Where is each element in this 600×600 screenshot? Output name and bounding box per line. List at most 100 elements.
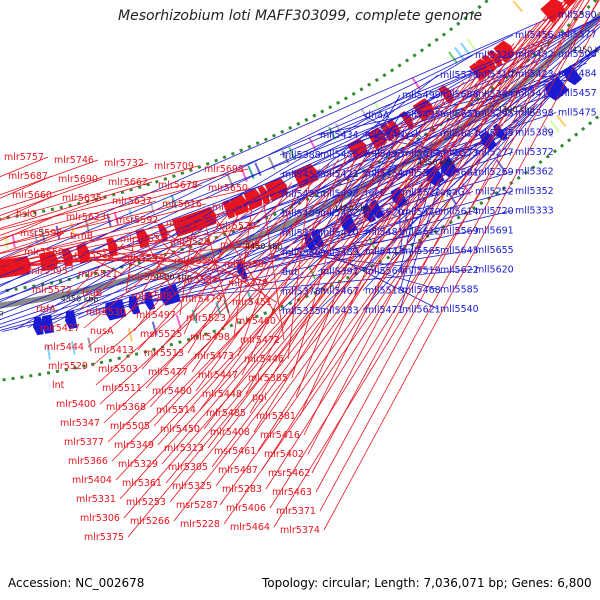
plus-strand-leader bbox=[103, 87, 456, 424]
minus-strand-gene-label: mll5484 bbox=[558, 69, 597, 80]
minus-strand-gene-label: mll5335 bbox=[282, 306, 321, 317]
plus-strand-leader bbox=[129, 225, 185, 313]
plus-strand-leader bbox=[241, 154, 349, 376]
minus-strand-leader bbox=[362, 87, 558, 311]
minus-strand-gene-label: mll5520 bbox=[365, 208, 404, 219]
plus-strand-gene-label: mlr5515 bbox=[74, 250, 114, 261]
plus-strand-leader bbox=[0, 238, 165, 270]
plus-strand-gene-label: mlr5416 bbox=[260, 430, 300, 441]
plus-strand-gene-label: mlr5698 bbox=[204, 164, 244, 175]
plus-strand-gene-label: mlr5325 bbox=[172, 481, 212, 492]
minus-strand-leader bbox=[362, 95, 548, 291]
plus-strand-leader bbox=[307, 29, 531, 455]
plus-strand-gene-label: msr5287 bbox=[176, 500, 218, 511]
minus-strand-gene-label: mll5388 bbox=[282, 150, 321, 161]
plus-strand-gene-label: mlr5595 bbox=[28, 266, 68, 277]
topology-info-text: Topology: circular; Length: 7,036,071 bp… bbox=[262, 576, 592, 590]
minus-strand-gene-label: mll5414 bbox=[515, 89, 554, 100]
plus-strand-gene-label: mlr5463 bbox=[272, 487, 312, 498]
function-bar bbox=[175, 314, 182, 329]
minus-strand-gene-label: mll5467 bbox=[320, 286, 359, 297]
plus-strand-leader bbox=[79, 228, 175, 310]
minus-strand-gene-label: mll5277 bbox=[475, 148, 514, 159]
plus-strand-gene-label: mlr5306 bbox=[80, 513, 120, 524]
scale-label: 4450 kbp bbox=[245, 242, 283, 251]
minus-strand-gene-label: dnaA bbox=[365, 110, 390, 121]
plus-strand-gene-label: mlr5503 bbox=[98, 364, 138, 375]
plus-strand-leader bbox=[0, 219, 161, 261]
minus-strand-gene-label: mll5422 bbox=[320, 169, 359, 180]
minus-strand-leader bbox=[127, 230, 474, 308]
plus-strand-leader bbox=[0, 187, 253, 247]
minus-strand-gene-label: mll5370 bbox=[282, 228, 321, 239]
plus-strand-leader bbox=[143, 237, 177, 297]
function-bar bbox=[149, 201, 156, 216]
plus-strand-gene-label: mlr5413 bbox=[94, 345, 134, 356]
plus-strand-leader bbox=[102, 248, 223, 281]
plus-strand-gene bbox=[250, 188, 263, 208]
plus-strand-gene-label: lnt bbox=[52, 380, 65, 391]
plus-strand-gene-label: mlr5427 bbox=[40, 323, 80, 334]
minus-strand-leader bbox=[399, 190, 412, 252]
minus-strand-leader bbox=[213, 152, 439, 282]
plus-strand-leader bbox=[273, 0, 600, 528]
minus-strand-gene-label: mll5455 bbox=[320, 150, 359, 161]
minus-strand-gene-label: mll5372 bbox=[515, 147, 554, 158]
plus-strand-gene-label: mlr5624 bbox=[166, 218, 206, 229]
function-bar bbox=[127, 207, 134, 222]
minus-strand-gene-label: mll5522 bbox=[402, 188, 441, 199]
plus-strand-gene-label: mlr5447 bbox=[198, 370, 238, 381]
plus-strand-gene-label: mlr5498 bbox=[190, 332, 230, 343]
plus-strand-gene-label: mlr5504 bbox=[178, 275, 218, 286]
minus-strand-gene-label: mll5378 bbox=[282, 287, 321, 298]
plus-strand-gene-label: mlr5650 bbox=[208, 183, 248, 194]
plus-strand-leader bbox=[137, 186, 283, 351]
plus-strand-gene-label: mlr5505 bbox=[110, 421, 150, 432]
minus-strand-leader bbox=[317, 79, 568, 136]
minus-strand-leader bbox=[0, 14, 557, 260]
function-bar bbox=[512, 0, 524, 13]
minus-strand-leader bbox=[362, 126, 508, 213]
function-bar bbox=[556, 114, 567, 128]
minus-strand-gene-label: mll5475 bbox=[558, 108, 597, 119]
minus-strand-gene bbox=[144, 291, 156, 311]
plus-strand-leader bbox=[0, 213, 61, 242]
plus-strand-leader bbox=[0, 197, 107, 236]
minus-strand-gene-label: mll5456 bbox=[515, 30, 554, 41]
plus-strand-leader bbox=[165, 0, 569, 484]
minus-strand-leader bbox=[317, 45, 600, 272]
plus-strand-gene-label: mlr5497 bbox=[136, 310, 176, 321]
plus-strand-gene-label: mlr5480 bbox=[152, 386, 192, 397]
function-bar bbox=[33, 229, 39, 245]
plus-strand-leader bbox=[31, 254, 119, 265]
leader-lines-layer bbox=[0, 0, 600, 538]
plus-strand-gene-label: mlr5623 bbox=[66, 212, 106, 223]
minus-strand-gene-label: mll5468 bbox=[402, 285, 441, 296]
minus-strand-gene-label: mll5565 bbox=[402, 246, 441, 257]
minus-strand-leader bbox=[279, 16, 600, 234]
minus-strand-gene-label: mll5540 bbox=[440, 304, 479, 315]
plus-strand-leader bbox=[111, 22, 539, 462]
plus-strand-leader bbox=[303, 62, 490, 436]
plus-strand-leader bbox=[0, 165, 199, 221]
function-bar bbox=[454, 46, 465, 60]
plus-strand-gene-label: mlr5374 bbox=[280, 525, 320, 536]
minus-strand-gene-label: mll5434 bbox=[320, 130, 359, 141]
minus-strand-leader bbox=[362, 134, 497, 194]
plus-strand-gene-label: mlr5488 bbox=[224, 259, 264, 270]
plus-strand-gene-label: mlr5662 bbox=[108, 177, 148, 188]
plus-strand-leader bbox=[20, 251, 69, 267]
scale-label: 4500 kbp bbox=[154, 272, 192, 281]
plus-strand-gene-label: mlr5570 bbox=[216, 221, 256, 232]
function-bar bbox=[288, 146, 297, 161]
scale-label: 4350 kbp bbox=[417, 158, 455, 167]
plus-strand-gene bbox=[469, 62, 486, 82]
plus-strand-gene-label: mlr5687 bbox=[8, 171, 48, 182]
minus-strand-gene bbox=[563, 65, 583, 86]
plus-strand-leader bbox=[0, 216, 111, 254]
plus-strand-gene bbox=[257, 185, 270, 205]
scale-label: 4550 kbp bbox=[61, 295, 99, 304]
plus-strand-gene-label: msr5525 bbox=[140, 329, 182, 340]
function-bar bbox=[4, 234, 9, 250]
